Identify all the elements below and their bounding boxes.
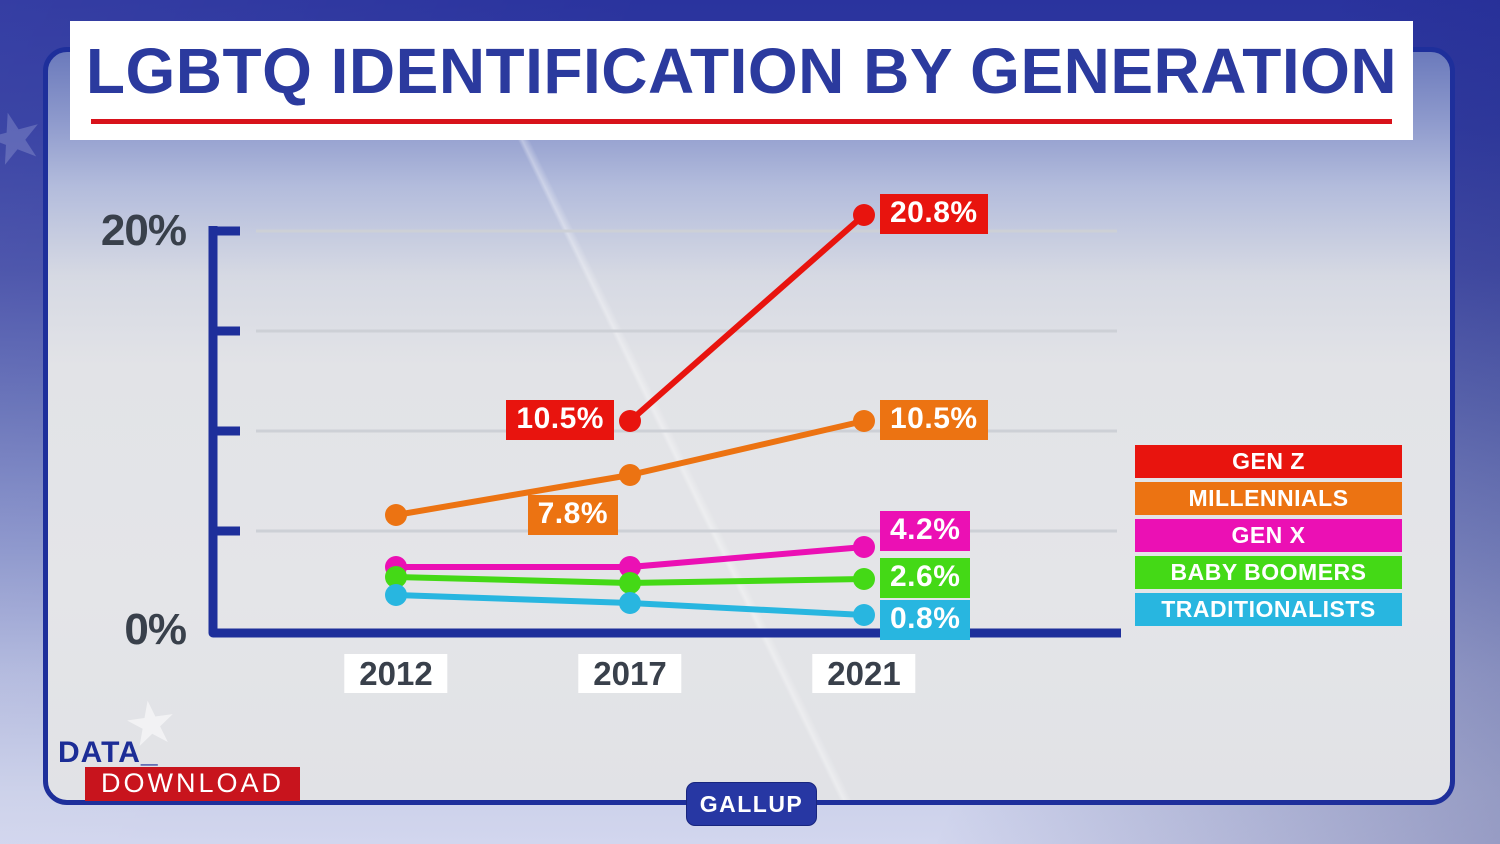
chart-panel [43, 47, 1455, 805]
legend-item-millennials: MILLENNIALS [1135, 482, 1402, 515]
page-title: LGBTQ IDENTIFICATION BY GENERATION [85, 35, 1398, 107]
data-label-7.8%: 7.8% [527, 495, 618, 535]
data-label-4.2%: 4.2% [880, 511, 971, 551]
legend-item-gen-z: GEN Z [1135, 445, 1402, 478]
data-label-20.8%: 20.8% [880, 194, 988, 234]
x-axis-label-2017: 2017 [578, 654, 682, 693]
x-axis-label-2021: 2021 [812, 654, 916, 693]
legend-item-baby-boomers: BABY BOOMERS [1135, 556, 1402, 589]
title-underline [91, 119, 1392, 124]
legend-item-gen-x: GEN X [1135, 519, 1402, 552]
y-axis-label-bottom: 0% [124, 605, 187, 654]
legend-item-traditionalists: TRADITIONALISTS [1135, 593, 1402, 626]
data-download-logo: DATA_ DOWNLOAD [58, 736, 301, 801]
y-axis-label-top: 20% [100, 206, 187, 255]
data-label-0.8%: 0.8% [880, 600, 971, 640]
title-banner: LGBTQ IDENTIFICATION BY GENERATION [70, 21, 1413, 140]
data-label-10.5%: 10.5% [506, 400, 614, 440]
logo-download-text: DOWNLOAD [85, 767, 301, 801]
chart-legend: GEN Z MILLENNIALS GEN X BABY BOOMERS TRADITI… [1135, 445, 1402, 626]
data-label-2.6%: 2.6% [880, 558, 971, 598]
source-badge: GALLUP [686, 782, 817, 826]
logo-data-text: DATA_ [58, 736, 159, 769]
x-axis-label-2012: 2012 [344, 654, 448, 693]
data-label-10.5%: 10.5% [880, 400, 988, 440]
